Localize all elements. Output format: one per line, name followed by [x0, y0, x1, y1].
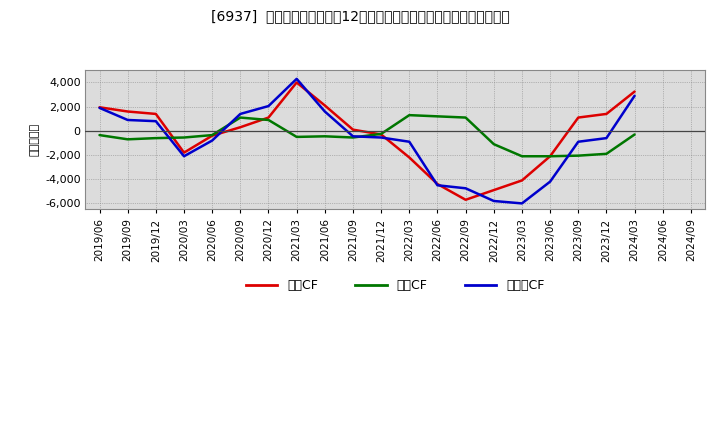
営業CF [405, 155, 413, 160]
フリーCF [123, 117, 132, 123]
フリーCF [320, 109, 329, 114]
営業CF [574, 115, 582, 120]
フリーCF [602, 136, 611, 141]
投資CF [236, 115, 245, 120]
投資CF [405, 113, 413, 118]
営業CF [180, 150, 189, 155]
営業CF [236, 125, 245, 130]
Line: 投資CF: 投資CF [99, 115, 634, 156]
フリーCF [405, 139, 413, 144]
フリーCF [462, 186, 470, 191]
フリーCF [151, 118, 160, 124]
投資CF [123, 137, 132, 142]
営業CF [123, 109, 132, 114]
フリーCF [236, 111, 245, 117]
投資CF [433, 114, 442, 119]
投資CF [264, 117, 273, 123]
投資CF [462, 115, 470, 120]
投資CF [292, 134, 301, 139]
営業CF [630, 89, 639, 94]
フリーCF [574, 139, 582, 144]
フリーCF [518, 201, 526, 206]
営業CF [546, 154, 554, 159]
フリーCF [546, 179, 554, 184]
フリーCF [264, 103, 273, 109]
営業CF [208, 133, 217, 138]
Line: フリーCF: フリーCF [99, 79, 634, 203]
営業CF [518, 178, 526, 183]
営業CF [348, 127, 357, 132]
Y-axis label: （百万円）: （百万円） [30, 123, 40, 157]
投資CF [602, 151, 611, 157]
投資CF [574, 153, 582, 158]
営業CF [292, 80, 301, 85]
投資CF [95, 132, 104, 138]
営業CF [462, 197, 470, 202]
投資CF [630, 132, 639, 137]
営業CF [151, 111, 160, 117]
Legend: 営業CF, 投資CF, フリーCF: 営業CF, 投資CF, フリーCF [240, 274, 549, 297]
フリーCF [95, 105, 104, 110]
営業CF [490, 187, 498, 193]
投資CF [151, 136, 160, 141]
フリーCF [180, 154, 189, 159]
投資CF [518, 154, 526, 159]
フリーCF [292, 76, 301, 81]
営業CF [602, 111, 611, 117]
フリーCF [630, 93, 639, 99]
投資CF [490, 142, 498, 147]
フリーCF [433, 183, 442, 188]
営業CF [264, 115, 273, 120]
営業CF [433, 181, 442, 187]
営業CF [95, 105, 104, 110]
投資CF [348, 135, 357, 140]
フリーCF [490, 198, 498, 204]
投資CF [208, 132, 217, 138]
Line: 営業CF: 営業CF [99, 82, 634, 200]
投資CF [377, 131, 385, 136]
投資CF [180, 135, 189, 140]
営業CF [377, 132, 385, 137]
営業CF [320, 103, 329, 108]
フリーCF [348, 134, 357, 139]
Text: [6937]  キャッシュフローの12か月移動合計の対前年同期増減額の推移: [6937] キャッシュフローの12か月移動合計の対前年同期増減額の推移 [211, 9, 509, 23]
投資CF [546, 154, 554, 159]
投資CF [320, 134, 329, 139]
フリーCF [208, 138, 217, 143]
フリーCF [377, 135, 385, 140]
